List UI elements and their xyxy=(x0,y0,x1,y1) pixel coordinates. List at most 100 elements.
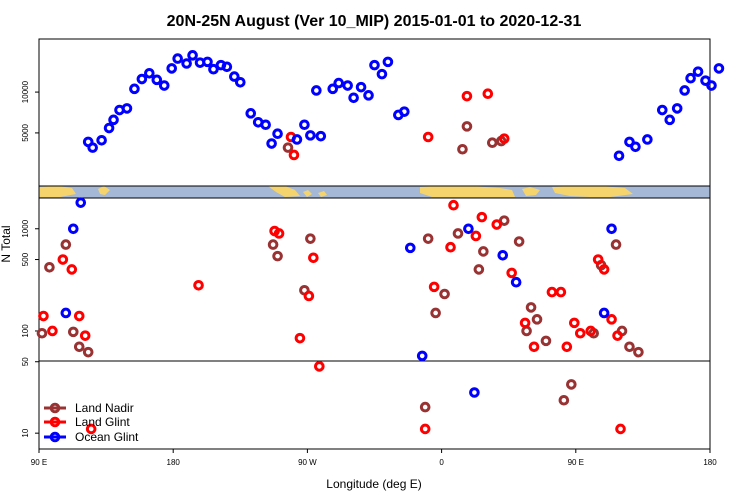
point-ocean-glint xyxy=(315,130,327,142)
point-land-glint xyxy=(585,325,597,337)
point-land-glint xyxy=(294,332,306,344)
point-land-nadir xyxy=(521,325,532,337)
point-ocean-glint xyxy=(692,66,704,77)
point-land-glint xyxy=(422,131,434,143)
y-tick-label: 100 xyxy=(21,324,30,338)
point-ocean-glint xyxy=(260,119,271,131)
point-ocean-glint xyxy=(399,106,410,117)
y-axis-label: N Total xyxy=(0,225,13,262)
point-land-glint xyxy=(506,267,517,279)
point-land-nadir xyxy=(558,394,570,406)
point-ocean-glint xyxy=(305,130,316,141)
point-ocean-glint xyxy=(606,223,617,235)
y-tick-label: 1000 xyxy=(21,219,30,237)
point-ocean-glint xyxy=(103,122,115,134)
x-tick-label: 0 xyxy=(439,458,444,467)
point-ocean-glint xyxy=(208,63,219,75)
point-ocean-glint xyxy=(497,250,509,261)
point-ocean-glint xyxy=(656,104,668,116)
point-land-glint xyxy=(498,133,510,144)
point-ocean-glint xyxy=(158,80,170,91)
point-land-nadir xyxy=(452,228,464,239)
point-land-nadir xyxy=(486,137,498,149)
point-land-glint xyxy=(57,254,69,265)
point-ocean-glint xyxy=(706,80,717,91)
points-layer xyxy=(36,50,725,435)
x-tick-label: 90 E xyxy=(568,458,584,467)
point-ocean-glint xyxy=(60,307,72,319)
point-land-nadir xyxy=(513,236,525,247)
point-ocean-glint xyxy=(369,59,380,71)
point-land-nadir xyxy=(610,239,622,250)
point-land-glint xyxy=(569,317,580,329)
point-land-glint xyxy=(491,219,503,230)
point-land-nadir xyxy=(67,326,79,338)
point-land-glint xyxy=(419,423,431,435)
y-tick-label: 5000 xyxy=(21,123,30,141)
y-tick-label: 10 xyxy=(21,428,30,437)
point-land-glint xyxy=(273,228,285,239)
point-ocean-glint xyxy=(291,134,303,145)
point-land-glint xyxy=(519,317,531,329)
point-land-nadir xyxy=(624,341,635,353)
point-land-glint xyxy=(561,341,573,353)
x-tick-label: 90 E xyxy=(31,458,47,467)
point-land-nadir xyxy=(430,307,441,319)
point-ocean-glint xyxy=(463,223,474,235)
point-ocean-glint xyxy=(624,136,635,148)
point-ocean-glint xyxy=(327,83,339,95)
point-land-nadir xyxy=(305,233,316,244)
point-land-nadir xyxy=(498,215,510,226)
point-ocean-glint xyxy=(416,350,428,362)
point-land-glint xyxy=(482,88,494,100)
point-land-nadir xyxy=(473,264,485,275)
point-land-nadir xyxy=(540,335,552,347)
point-ocean-glint xyxy=(630,141,641,153)
point-land-nadir xyxy=(73,341,85,353)
point-ocean-glint xyxy=(272,128,283,140)
point-ocean-glint xyxy=(685,72,696,84)
point-land-glint xyxy=(598,264,610,275)
point-ocean-glint xyxy=(363,90,374,101)
y-tick-label: 10000 xyxy=(21,80,30,103)
point-land-glint xyxy=(574,327,586,339)
point-ocean-glint xyxy=(510,276,522,288)
axes-layer: 90 E 180 90 W 0 90 E 180 10 50 100 500 1000 5000 100… xyxy=(21,80,717,467)
y-tick-label: 50 xyxy=(21,357,30,366)
point-land-glint xyxy=(470,230,482,242)
point-land-nadir xyxy=(478,246,489,257)
point-land-glint xyxy=(79,330,91,341)
point-ocean-glint xyxy=(713,63,725,74)
point-ocean-glint xyxy=(348,92,359,104)
point-land-glint xyxy=(448,199,459,211)
point-land-glint xyxy=(445,241,456,253)
point-ocean-glint xyxy=(136,73,148,85)
legend-label-land-glint: Land Glint xyxy=(75,415,130,429)
point-land-nadir xyxy=(439,288,450,300)
point-ocean-glint xyxy=(355,81,367,93)
point-ocean-glint xyxy=(172,53,183,64)
point-ocean-glint xyxy=(404,242,416,254)
point-land-nadir xyxy=(566,379,577,390)
point-land-glint xyxy=(47,325,58,337)
x-tick-label: 90 W xyxy=(298,458,317,467)
point-land-glint xyxy=(73,310,85,322)
point-ocean-glint xyxy=(664,114,676,126)
world-map-strip xyxy=(39,186,710,198)
point-ocean-glint xyxy=(342,80,353,91)
legend-entry-ocean-glint: Ocean Glint xyxy=(44,430,139,444)
point-land-glint xyxy=(193,279,204,291)
legend: Land Nadir Land Glint Ocean Glint xyxy=(44,401,139,444)
point-ocean-glint xyxy=(166,63,178,74)
point-land-glint xyxy=(592,254,604,265)
point-land-nadir xyxy=(419,401,431,413)
point-land-glint xyxy=(85,423,97,435)
point-ocean-glint xyxy=(181,58,192,69)
point-land-glint xyxy=(546,286,558,298)
point-land-nadir xyxy=(531,314,543,325)
point-land-glint xyxy=(303,290,315,302)
point-ocean-glint xyxy=(598,307,610,319)
point-ocean-glint xyxy=(642,134,653,145)
point-ocean-glint xyxy=(469,387,480,398)
